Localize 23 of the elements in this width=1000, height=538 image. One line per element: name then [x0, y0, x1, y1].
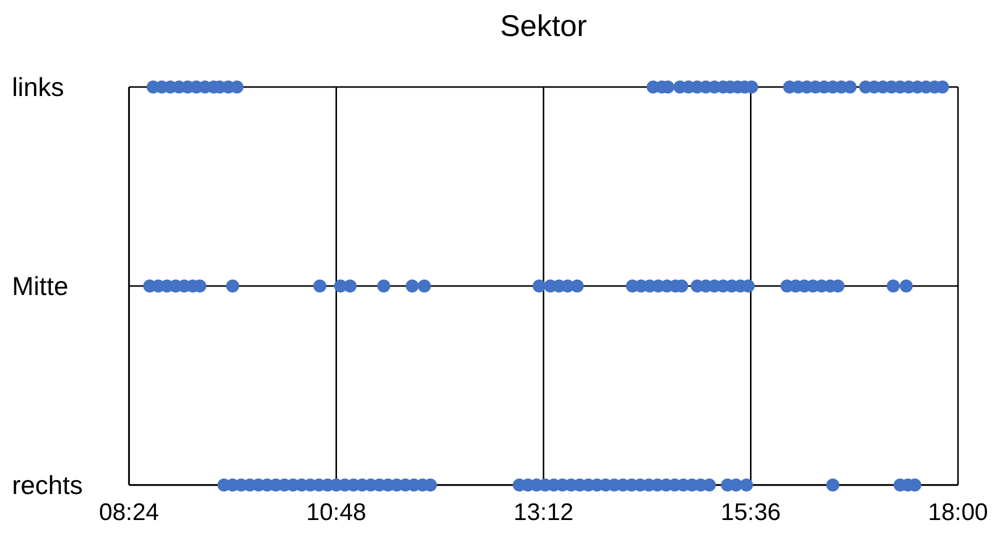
point: [570, 280, 584, 292]
x-tick-label: 13:12: [513, 499, 574, 526]
point: [886, 280, 900, 292]
x-tick-label: 18:00: [928, 499, 988, 526]
point: [418, 280, 431, 292]
point: [826, 478, 840, 492]
y-tick-label: links: [12, 72, 64, 102]
y-tick-label: rechts: [12, 470, 83, 500]
x-tick-label: 08:24: [98, 499, 160, 526]
y-tick-label: Mitte: [12, 271, 68, 302]
point: [313, 280, 326, 292]
point: [406, 280, 419, 292]
x-tick-label: 10:48: [306, 499, 366, 526]
point: [844, 80, 857, 94]
point: [702, 478, 716, 492]
point: [740, 478, 753, 492]
chart-title: Sektor: [499, 10, 588, 44]
point: [900, 280, 913, 292]
point: [226, 280, 240, 292]
point: [532, 280, 546, 292]
x-tick-label: 15:36: [720, 499, 781, 526]
point: [377, 280, 390, 292]
point: [344, 280, 357, 292]
